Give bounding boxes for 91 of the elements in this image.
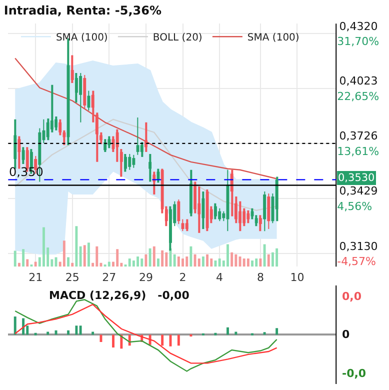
bar	[34, 262, 37, 267]
bar	[218, 258, 221, 267]
bar	[255, 258, 258, 267]
bar	[136, 256, 140, 267]
bar	[116, 249, 119, 267]
y-tick-label: 0,4320	[339, 20, 378, 33]
bar	[214, 332, 217, 336]
bar	[234, 254, 238, 267]
bar	[14, 316, 16, 335]
bar	[71, 262, 74, 267]
bar	[128, 258, 131, 267]
bar	[161, 334, 164, 346]
bar	[120, 334, 123, 349]
bar	[263, 244, 266, 267]
bar	[75, 226, 78, 267]
legend-label: BOLL (20)	[152, 32, 202, 44]
bar	[67, 257, 70, 267]
bar	[230, 252, 234, 267]
y2-tick-label: 22,65%	[337, 90, 380, 104]
bar	[206, 254, 209, 267]
bar	[132, 260, 135, 267]
text: 0,0	[342, 290, 362, 303]
bar	[177, 256, 180, 267]
bar	[276, 248, 278, 267]
bar	[210, 258, 213, 267]
bar	[112, 334, 114, 348]
bar	[42, 227, 45, 267]
x-tick-label: 27	[102, 270, 116, 284]
y-tick-label: 0,3726	[339, 130, 378, 143]
bar	[14, 250, 16, 267]
bar	[190, 246, 192, 267]
x-tick-label: 25	[65, 270, 80, 284]
bar	[79, 326, 82, 335]
x-tick-label: 2	[179, 270, 186, 284]
x-tick-label: 21	[28, 270, 43, 284]
ref-line-label: 0,3530	[338, 172, 375, 184]
x-tick-label: 29	[138, 270, 153, 284]
bar	[152, 246, 156, 267]
bar	[108, 262, 110, 267]
legend-label: SMA (100)	[247, 32, 300, 44]
legend-label: SMA (100)	[56, 32, 108, 44]
bar	[148, 248, 152, 267]
bar	[186, 256, 188, 267]
bar	[79, 246, 82, 267]
bar	[173, 254, 176, 267]
bar	[34, 332, 37, 336]
bar	[83, 245, 86, 267]
y2-tick-label: 13,61%	[337, 144, 380, 158]
bar	[226, 244, 229, 267]
bar	[67, 330, 70, 335]
bar	[18, 262, 20, 267]
bar	[190, 334, 192, 337]
bar	[75, 326, 78, 335]
bar	[144, 254, 148, 267]
x-tick-label: 8	[256, 270, 264, 284]
chart-title: MACD (12,26,9) -0,00	[49, 289, 190, 302]
bar	[157, 258, 160, 267]
bar	[165, 252, 168, 267]
bar	[214, 260, 217, 267]
bar	[177, 334, 180, 346]
bar	[259, 258, 262, 267]
bar	[251, 260, 254, 267]
bar	[263, 332, 266, 335]
chart-title: Intradia, Renta: -5,36%	[4, 3, 162, 18]
bar	[96, 246, 98, 267]
bar	[62, 240, 66, 267]
bar	[276, 328, 278, 335]
bar	[267, 254, 270, 267]
bar	[22, 249, 25, 267]
y2-tick-label: 31,70%	[337, 35, 380, 48]
bar	[202, 256, 204, 267]
bar	[271, 252, 274, 267]
y-tick-label: 0,4023	[339, 74, 378, 88]
y-tick-label: 0,3130	[339, 240, 378, 253]
x-tick-label: 4	[216, 270, 224, 284]
text: -0,0	[342, 367, 366, 380]
bar	[26, 259, 29, 267]
bar	[87, 242, 90, 267]
text: 0	[342, 328, 350, 341]
y2-tick-label: -4,57%	[337, 255, 376, 268]
bar	[182, 258, 184, 267]
x-tick-label: 10	[290, 270, 304, 284]
bar	[246, 258, 250, 267]
bar	[161, 250, 164, 267]
bar	[242, 258, 246, 267]
bar	[226, 327, 229, 335]
y2-tick-label: 4,56%	[337, 200, 372, 213]
bar	[194, 254, 196, 267]
bar	[198, 258, 200, 267]
y-tick-label: 0,3429	[339, 184, 378, 198]
bar	[140, 258, 144, 267]
